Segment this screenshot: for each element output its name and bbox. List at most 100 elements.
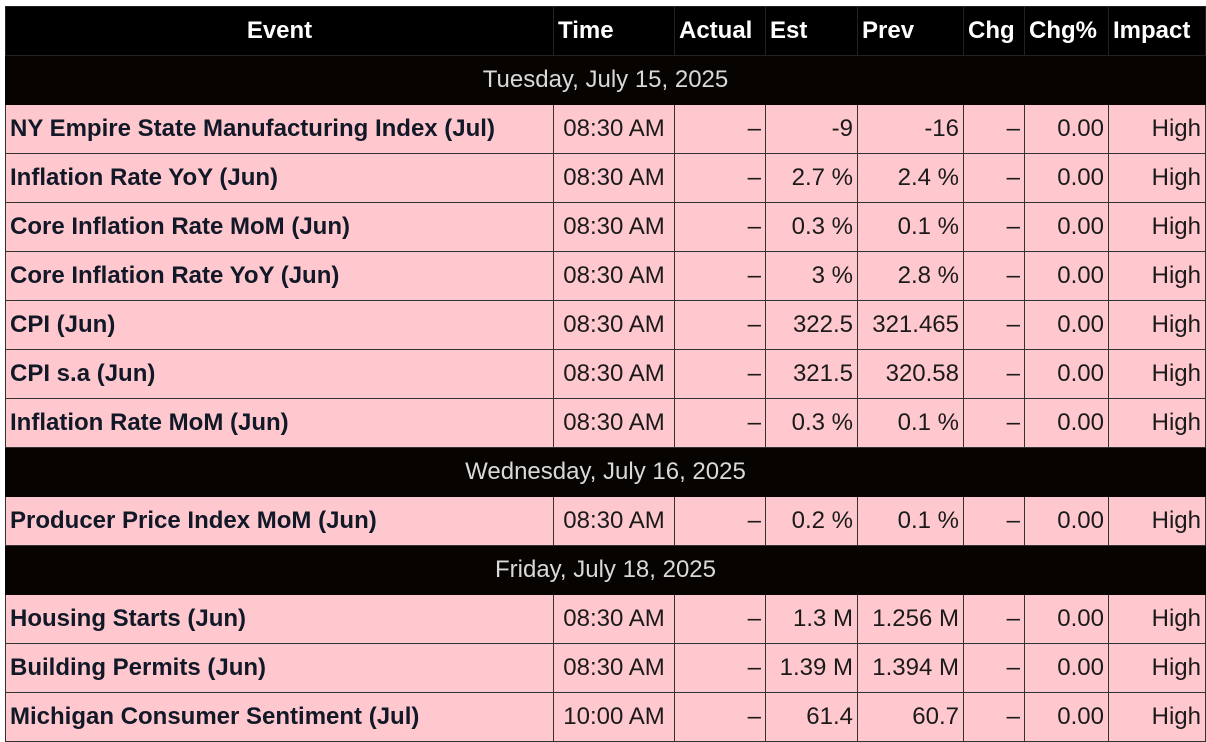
event-time: 08:30 AM <box>553 104 675 154</box>
event-change-percent: 0.00 <box>1024 153 1109 203</box>
event-estimate: 322.5 <box>765 300 858 350</box>
event-name: Inflation Rate YoY (Jun) <box>5 153 554 203</box>
event-impact: High <box>1108 202 1206 252</box>
event-time: 08:30 AM <box>553 300 675 350</box>
event-time: 08:30 AM <box>553 496 675 546</box>
event-name: Building Permits (Jun) <box>5 643 554 693</box>
event-name: Michigan Consumer Sentiment (Jul) <box>5 692 554 742</box>
event-time: 08:30 AM <box>553 643 675 693</box>
table-row: Housing Starts (Jun) 08:30 AM –1.3 M 1.256 … <box>5 594 1206 644</box>
table-row: Core Inflation Rate MoM (Jun) 08:30 AM –0.… <box>5 202 1206 252</box>
event-actual: – <box>674 643 766 693</box>
event-estimate: 321.5 <box>765 349 858 399</box>
event-time: 08:30 AM <box>553 202 675 252</box>
event-change: – <box>963 594 1025 644</box>
event-impact: High <box>1108 692 1206 742</box>
header-actual: Actual <box>674 6 766 56</box>
event-impact: High <box>1108 643 1206 693</box>
header-chg-percent: Chg% <box>1024 6 1109 56</box>
event-change: – <box>963 398 1025 448</box>
event-change-percent: 0.00 <box>1024 251 1109 301</box>
event-change-percent: 0.00 <box>1024 496 1109 546</box>
event-estimate: 61.4 <box>765 692 858 742</box>
event-name: CPI s.a (Jun) <box>5 349 554 399</box>
table-row: Building Permits (Jun) 08:30 AM –1.39 M 1.3… <box>5 643 1206 693</box>
event-previous: 320.58 <box>857 349 964 399</box>
table-row: CPI (Jun) 08:30 AM –322.5 321.465–0.00 High <box>5 300 1206 350</box>
event-impact: High <box>1108 153 1206 203</box>
event-actual: – <box>674 692 766 742</box>
event-actual: – <box>674 104 766 154</box>
event-estimate: -9 <box>765 104 858 154</box>
header-time: Time <box>553 6 675 56</box>
event-change-percent: 0.00 <box>1024 398 1109 448</box>
event-change: – <box>963 349 1025 399</box>
event-previous: 2.4 % <box>857 153 964 203</box>
table-row: NY Empire State Manufacturing Index (Jul… <box>5 104 1206 154</box>
event-change-percent: 0.00 <box>1024 300 1109 350</box>
event-time: 08:30 AM <box>553 349 675 399</box>
event-name: NY Empire State Manufacturing Index (Jul… <box>5 104 554 154</box>
event-change-percent: 0.00 <box>1024 643 1109 693</box>
table-row: Michigan Consumer Sentiment (Jul) 10:00 A… <box>5 692 1206 742</box>
event-impact: High <box>1108 496 1206 546</box>
event-change: – <box>963 496 1025 546</box>
event-previous: 0.1 % <box>857 202 964 252</box>
event-change: – <box>963 104 1025 154</box>
table-header-row: Event Time Actual Est Prev Chg Chg% Impa… <box>5 6 1206 56</box>
event-change: – <box>963 202 1025 252</box>
event-impact: High <box>1108 104 1206 154</box>
event-name: Core Inflation Rate MoM (Jun) <box>5 202 554 252</box>
event-change-percent: 0.00 <box>1024 692 1109 742</box>
table-row: CPI s.a (Jun) 08:30 AM –321.5 320.58–0.00 Hi… <box>5 349 1206 399</box>
event-previous: 60.7 <box>857 692 964 742</box>
event-time: 08:30 AM <box>553 594 675 644</box>
event-previous: 321.465 <box>857 300 964 350</box>
event-previous: 1.394 M <box>857 643 964 693</box>
event-previous: 1.256 M <box>857 594 964 644</box>
table-row: Producer Price Index MoM (Jun) 08:30 AM –0… <box>5 496 1206 546</box>
event-name: Producer Price Index MoM (Jun) <box>5 496 554 546</box>
event-estimate: 2.7 % <box>765 153 858 203</box>
event-change-percent: 0.00 <box>1024 104 1109 154</box>
header-impact: Impact <box>1108 6 1206 56</box>
event-previous: 0.1 % <box>857 398 964 448</box>
table-row: Inflation Rate YoY (Jun) 08:30 AM –2.7 % 2.… <box>5 153 1206 203</box>
event-actual: – <box>674 496 766 546</box>
event-estimate: 0.3 % <box>765 398 858 448</box>
event-impact: High <box>1108 349 1206 399</box>
event-actual: – <box>674 398 766 448</box>
event-time: 10:00 AM <box>553 692 675 742</box>
date-label: Tuesday, July 15, 2025 <box>5 55 1206 105</box>
event-change: – <box>963 153 1025 203</box>
table-body: Tuesday, July 15, 2025 NY Empire State Ma… <box>5 55 1206 742</box>
event-actual: – <box>674 153 766 203</box>
event-change: – <box>963 692 1025 742</box>
event-time: 08:30 AM <box>553 251 675 301</box>
event-previous: 0.1 % <box>857 496 964 546</box>
header-chg: Chg <box>963 6 1025 56</box>
event-estimate: 1.39 M <box>765 643 858 693</box>
event-estimate: 1.3 M <box>765 594 858 644</box>
date-group-row: Friday, July 18, 2025 <box>5 545 1206 595</box>
event-change: – <box>963 251 1025 301</box>
event-change-percent: 0.00 <box>1024 202 1109 252</box>
date-label: Friday, July 18, 2025 <box>5 545 1206 595</box>
event-actual: – <box>674 594 766 644</box>
table-row: Inflation Rate MoM (Jun) 08:30 AM –0.3 % 0.… <box>5 398 1206 448</box>
event-change: – <box>963 643 1025 693</box>
event-actual: – <box>674 202 766 252</box>
table-row: Core Inflation Rate YoY (Jun) 08:30 AM –3 … <box>5 251 1206 301</box>
event-name: Housing Starts (Jun) <box>5 594 554 644</box>
event-previous: 2.8 % <box>857 251 964 301</box>
date-label: Wednesday, July 16, 2025 <box>5 447 1206 497</box>
event-estimate: 3 % <box>765 251 858 301</box>
header-event: Event <box>5 6 554 56</box>
event-change: – <box>963 300 1025 350</box>
event-impact: High <box>1108 594 1206 644</box>
event-actual: – <box>674 300 766 350</box>
event-time: 08:30 AM <box>553 153 675 203</box>
event-name: CPI (Jun) <box>5 300 554 350</box>
event-change-percent: 0.00 <box>1024 349 1109 399</box>
event-estimate: 0.2 % <box>765 496 858 546</box>
